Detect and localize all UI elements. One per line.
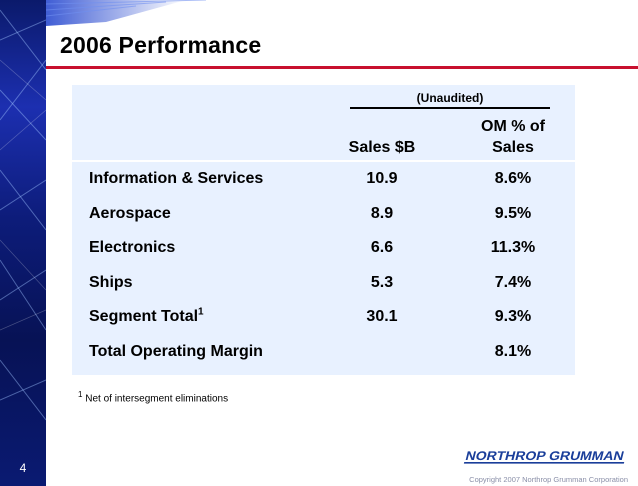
table-row: Electronics 6.6 11.3% — [72, 231, 575, 265]
left-decorative-bar: 4 — [0, 0, 46, 486]
copyright-notice: Copyright 2007 Northrop Grumman Corporat… — [469, 475, 628, 484]
row-label: Total Operating Margin — [89, 343, 263, 360]
column-header-sales: Sales $B — [336, 137, 428, 158]
performance-table-panel — [72, 85, 575, 375]
row-sales: 5.3 — [370, 274, 394, 291]
logo-wordmark: NORTHROP GRUMMAN — [464, 449, 625, 463]
row-om: 11.3% — [490, 239, 536, 256]
row-label-with-footnote: Segment Total1 — [89, 306, 204, 326]
row-sales: 6.6 — [370, 239, 394, 256]
column-header-om-line2: Sales — [492, 139, 534, 156]
header-divider — [72, 160, 575, 162]
column-header-sales-label: Sales $B — [348, 139, 416, 156]
title-divider — [46, 66, 638, 69]
unaudited-group-header: (Unaudited) — [416, 91, 484, 105]
group-header-rule — [350, 107, 550, 109]
northrop-grumman-logo: NORTHROP GRUMMAN — [463, 449, 625, 464]
column-header-om: OM % of Sales — [458, 116, 568, 158]
row-label: Aerospace — [89, 205, 171, 222]
table-row: Segment Total1 30.1 9.3% — [72, 300, 575, 334]
table-row: Information & Services 10.9 8.6% — [72, 162, 575, 196]
light-streaks-graphic — [0, 9, 46, 421]
row-sales: 8.9 — [370, 205, 394, 222]
footnote-mark: 1 — [78, 390, 83, 399]
row-label: Information & Services — [89, 170, 264, 187]
column-header-om-line1: OM % of — [481, 118, 545, 135]
footnote: 1 Net of intersegment eliminations — [78, 390, 228, 404]
row-sales: 30.1 — [366, 308, 398, 325]
row-om: 8.1% — [494, 343, 532, 360]
row-sales: 10.9 — [366, 170, 398, 187]
row-om: 8.6% — [494, 170, 532, 187]
slide-title: 2006 Performance — [60, 32, 262, 58]
row-om: 9.5% — [494, 205, 532, 222]
row-label: Ships — [89, 274, 133, 291]
row-label: Segment Total — [89, 308, 199, 325]
header-streak-graphic — [46, 0, 207, 26]
footnote-marker: 1 — [198, 306, 204, 318]
slide-number: 4 — [19, 461, 27, 475]
row-om: 7.4% — [494, 274, 532, 291]
table-row: Ships 5.3 7.4% — [72, 266, 575, 300]
table-row: Total Operating Margin 8.1% — [72, 335, 575, 369]
footnote-text: Net of intersegment eliminations — [85, 393, 229, 405]
row-label: Electronics — [89, 239, 176, 256]
table-row: Aerospace 8.9 9.5% — [72, 197, 575, 231]
row-om: 9.3% — [494, 308, 532, 325]
